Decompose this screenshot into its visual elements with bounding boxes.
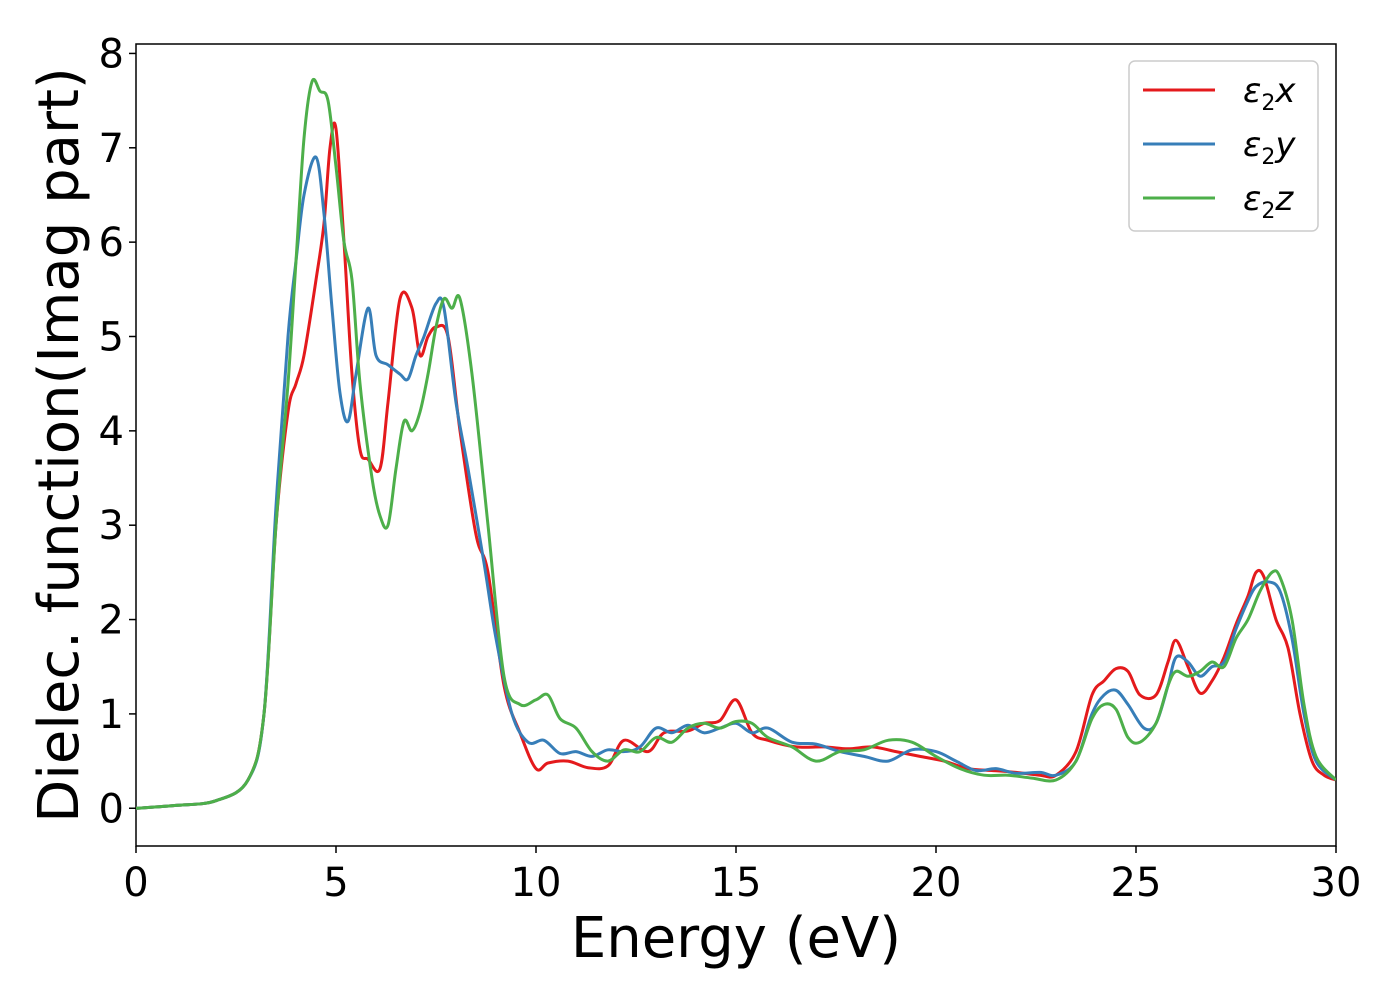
legend: ε2x ε2y ε2z xyxy=(1128,60,1319,232)
legend-box xyxy=(1128,60,1319,232)
legend-label-z: ε2z xyxy=(1243,179,1294,224)
x-tick-label: 20 xyxy=(911,860,962,906)
y-tick-label: 4 xyxy=(99,409,124,455)
y-tick-label: 5 xyxy=(99,314,124,360)
y-axis-title: Dielec. function(Imag part) xyxy=(27,67,92,823)
legend-label-x: ε2x xyxy=(1243,71,1296,116)
x-tick-label: 5 xyxy=(323,860,348,906)
y-tick-label: 2 xyxy=(99,598,124,644)
series-layer xyxy=(136,77,1336,810)
x-axis-ticks: 0 5 10 15 20 25 30 xyxy=(123,846,1361,906)
y-tick-label: 8 xyxy=(99,31,124,77)
y-tick-label: 7 xyxy=(99,126,124,172)
x-tick-label: 25 xyxy=(1111,860,1162,906)
x-tick-label: 10 xyxy=(511,860,562,906)
y-axis-ticks: 0 1 2 3 4 5 6 7 8 xyxy=(99,31,136,832)
y-tick-label: 3 xyxy=(99,503,124,549)
series-line-z xyxy=(136,77,1336,810)
series-line-y xyxy=(136,155,1336,810)
legend-label-y: ε2y xyxy=(1243,125,1296,170)
x-tick-label: 0 xyxy=(123,860,148,906)
x-tick-label: 15 xyxy=(711,860,762,906)
y-tick-label: 0 xyxy=(99,786,124,832)
y-tick-label: 1 xyxy=(99,692,124,738)
x-tick-label: 30 xyxy=(1311,860,1362,906)
x-axis-title: Energy (eV) xyxy=(571,906,901,971)
y-tick-label: 6 xyxy=(99,220,124,266)
